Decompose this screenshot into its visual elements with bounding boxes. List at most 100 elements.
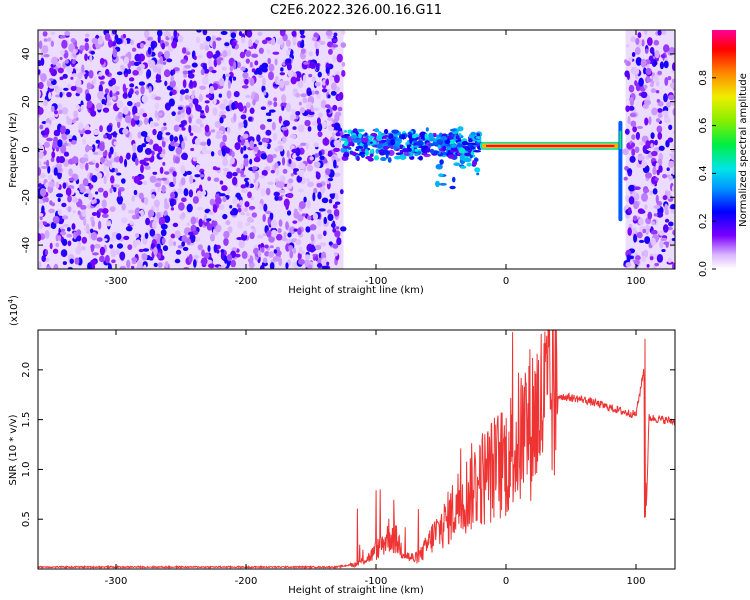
noise-blob [222,158,229,167]
noise-blob [167,32,171,38]
noise-blob [205,35,211,42]
noise-blob [649,83,654,87]
noise-blob [169,91,173,97]
noise-blob [109,187,113,194]
noise-blob [317,191,322,200]
noise-blob [325,30,333,37]
noise-blob [55,242,60,248]
noise-blob [653,213,658,217]
noise-blob [201,257,208,266]
noise-blob [188,231,194,236]
noise-blob [332,243,339,249]
noise-blob [217,149,222,156]
noise-blob [328,199,333,204]
noise-blob [643,99,651,106]
noise-blob [667,258,672,263]
noise-blob [648,139,656,146]
scatter-blob [449,128,458,132]
noise-blob [177,34,184,43]
noise-blob [265,137,270,143]
noise-blob [332,204,338,209]
noise-blob [631,148,636,157]
noise-blob [630,36,636,43]
noise-blob [288,178,294,184]
noise-blob [109,206,116,213]
noise-blob [141,253,148,261]
noise-blob [105,68,110,76]
scatter-blob [453,162,461,167]
noise-blob [671,62,675,71]
noise-blob [65,187,72,196]
noise-blob [268,251,275,258]
noise-blob [62,261,67,265]
noise-blob [189,175,194,185]
noise-blob [668,221,674,227]
noise-blob [50,157,55,163]
noise-blob [135,90,139,96]
noise-blob [70,76,74,80]
noise-blob [239,199,243,206]
noise-blob [59,91,63,98]
noise-blob [321,197,329,204]
noise-blob [298,200,306,210]
noise-blob [49,242,53,250]
noise-blob [109,86,115,92]
noise-blob [132,143,137,153]
noise-blob [200,68,205,76]
noise-blob [154,218,159,223]
noise-blob [61,107,69,115]
noise-blob [127,101,133,107]
noise-blob [180,165,186,175]
noise-blob [62,223,70,228]
noise-blob [139,42,145,49]
noise-blob [292,247,297,254]
noise-blob [163,210,168,217]
noise-blob [643,84,648,90]
noise-blob [635,131,641,141]
noise-blob [67,142,72,147]
noise-blob [91,212,98,217]
noise-blob [195,236,201,243]
noise-blob [318,112,324,118]
noise-blob [115,38,123,45]
noise-blob [330,90,337,96]
noise-blob [82,138,86,145]
noise-blob [85,162,89,171]
noise-blob [192,196,199,204]
noise-blob [270,219,277,229]
noise-blob [270,37,276,46]
noise-blob [156,243,161,251]
noise-blob [261,67,268,73]
noise-blob [334,193,339,200]
noise-blob [164,197,168,206]
snr-frame [37,329,676,570]
scatter-blob [343,133,351,137]
noise-blob [664,203,669,212]
noise-blob [91,175,98,183]
noise-blob [173,30,178,38]
noise-blob [207,176,212,182]
noise-blob [294,264,298,269]
noise-blob [163,122,167,126]
noise-blob [655,118,661,123]
noise-blob [282,168,288,174]
noise-blob [289,226,296,235]
noise-blob [152,171,158,175]
noise-blob [312,192,316,202]
noise-blob [210,129,216,133]
noise-blob [660,54,666,59]
noise-blob [664,77,669,86]
noise-blob [268,109,276,113]
noise-blob [75,230,79,237]
noise-blob [255,67,262,75]
scatter-blob [411,134,420,138]
noise-blob [335,226,340,230]
noise-blob [222,168,229,172]
noise-blob [334,113,340,123]
noise-blob [187,73,195,79]
noise-blob [301,213,306,217]
noise-blob [61,202,67,208]
noise-blob [173,142,180,147]
noise-blob [658,145,665,151]
noise-blob [211,35,217,43]
